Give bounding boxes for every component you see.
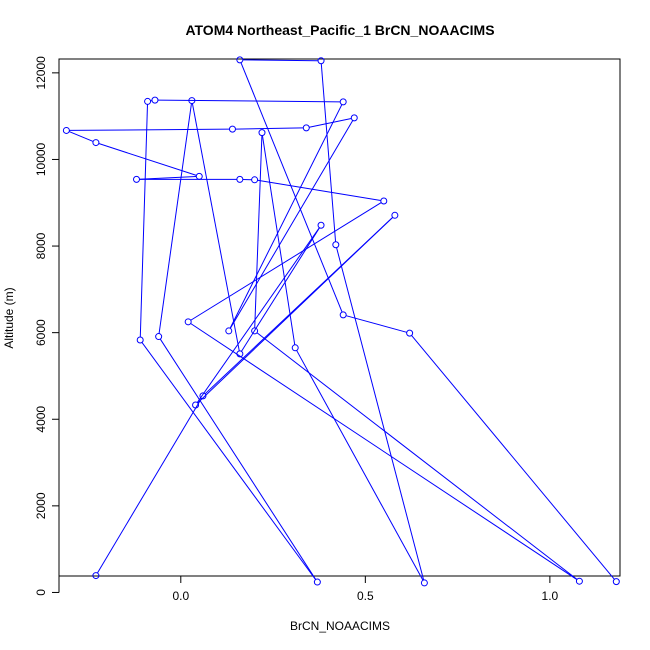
data-point	[144, 97, 152, 105]
x-tick-label: 0.5	[357, 589, 374, 603]
series-line-segment	[158, 103, 192, 334]
series-line-segment	[196, 227, 320, 403]
data-point	[406, 329, 414, 337]
y-tick-label: 8000	[34, 232, 48, 259]
y-tick-label: 12000	[34, 56, 48, 90]
data-point	[133, 175, 141, 183]
series-line-segment	[97, 398, 202, 574]
data-point	[317, 57, 325, 65]
data-point	[236, 350, 244, 358]
series-line-segment	[190, 323, 578, 580]
series-line-segment	[261, 135, 296, 345]
data-point	[313, 578, 321, 586]
series-line-segment	[320, 63, 337, 242]
data-point	[199, 392, 207, 400]
series-line-segment	[229, 104, 343, 329]
data-point	[228, 125, 236, 133]
data-point	[195, 172, 203, 180]
series-line-segment	[296, 350, 424, 581]
data-point	[92, 572, 100, 580]
series-line-segment	[336, 247, 425, 581]
chart-title: ATOM4 Northeast_Pacific_1 BrCN_NOAACIMS	[185, 22, 494, 38]
data-point	[317, 221, 325, 229]
plot-frame	[58, 58, 621, 577]
data-point	[339, 98, 347, 106]
data-point	[136, 336, 144, 344]
data-point	[251, 327, 259, 335]
data-point	[391, 211, 399, 219]
data-point	[350, 114, 358, 122]
series-line-segment	[254, 135, 263, 328]
series-line-segment	[229, 120, 354, 329]
series-line-segment	[309, 118, 352, 128]
series-line-segment	[240, 62, 343, 313]
x-tick-label: 0.0	[172, 589, 189, 603]
data-point	[62, 126, 70, 134]
series-line-segment	[235, 127, 304, 130]
data-point	[192, 401, 200, 409]
y-tick-label: 10000	[34, 142, 48, 176]
x-axis-label: BrCN_NOAACIMS	[290, 619, 390, 633]
x-axis: 0.0 0.5 1.0	[172, 575, 559, 603]
series-line-segment	[139, 175, 197, 180]
data-point	[612, 578, 620, 586]
series-line-segment	[139, 104, 148, 338]
series-line-segment	[69, 128, 230, 131]
y-tick-label: 2000	[34, 492, 48, 519]
series-line-segment	[190, 202, 382, 321]
data-point	[188, 97, 196, 105]
series-lines	[68, 59, 615, 581]
series-line-segment	[68, 131, 94, 142]
series-line-segment	[98, 143, 197, 176]
data-point	[251, 176, 259, 184]
series-line-segment	[141, 342, 316, 580]
series-line-segment	[411, 335, 615, 580]
y-tick-label: 0	[34, 589, 48, 596]
series-line-segment	[242, 59, 319, 62]
x-tick-label: 1.0	[542, 589, 559, 603]
data-point	[151, 96, 159, 104]
data-point	[332, 241, 340, 249]
series-line-segment	[345, 315, 407, 333]
y-tick-label: 4000	[34, 406, 48, 433]
data-point	[184, 318, 192, 326]
data-point	[225, 327, 233, 335]
data-point	[575, 577, 583, 585]
series-line-segment	[157, 99, 341, 103]
data-point	[291, 344, 299, 352]
data-point	[420, 579, 428, 587]
data-point	[92, 139, 100, 147]
y-axis-label: Altitude (m)	[2, 287, 16, 348]
series-points	[62, 56, 620, 587]
data-point	[380, 197, 388, 205]
data-point	[339, 311, 347, 319]
y-tick-label: 6000	[34, 319, 48, 346]
series-line-segment	[257, 179, 381, 202]
data-point	[155, 333, 163, 341]
y-axis: 0 2000 4000 6000 8000 10000 12000	[34, 56, 60, 596]
series-line-segment	[197, 217, 394, 404]
data-point	[258, 129, 266, 137]
data-point	[236, 175, 244, 183]
series-line-segment	[191, 103, 240, 352]
series-line-segment	[159, 338, 317, 580]
data-point	[236, 56, 244, 64]
series-line-segment	[256, 332, 578, 580]
data-point	[302, 124, 310, 132]
